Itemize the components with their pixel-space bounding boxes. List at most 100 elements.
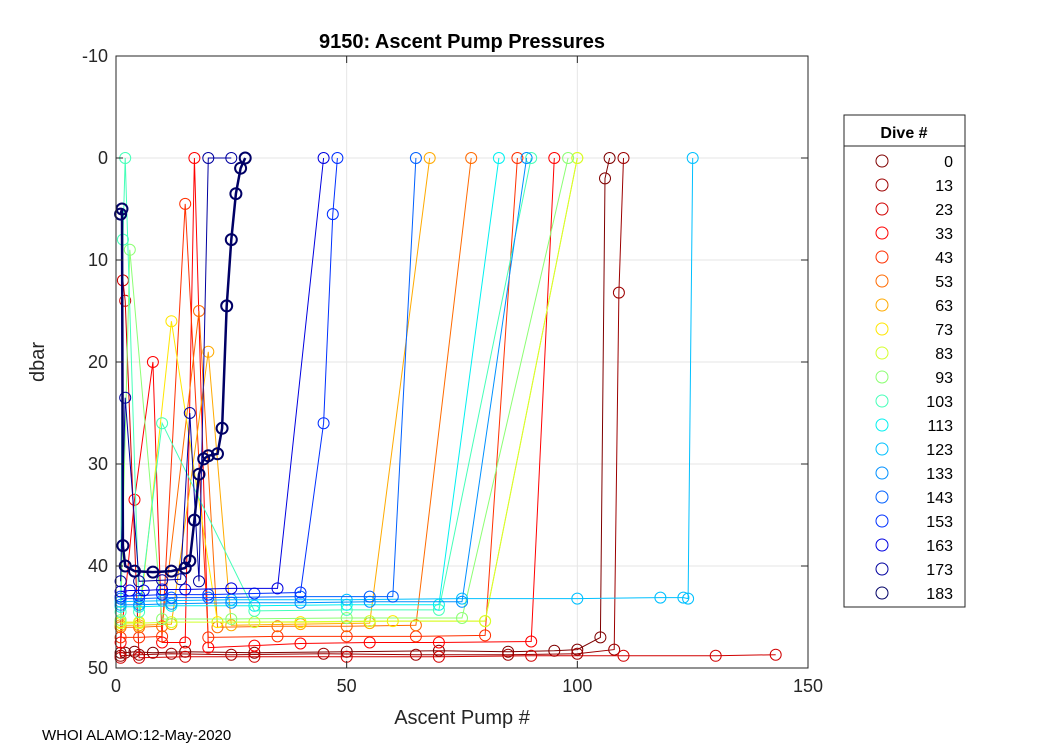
legend-marker — [875, 250, 889, 264]
y-axis-label: dbar — [27, 342, 49, 382]
series-143 — [114, 152, 422, 605]
data-point — [133, 575, 146, 588]
x-tick-label: 150 — [793, 676, 823, 696]
legend-item: 173 — [875, 562, 953, 579]
data-point — [525, 635, 538, 648]
data-point — [548, 152, 561, 164]
data-point — [234, 161, 248, 175]
data-point — [156, 417, 169, 430]
legend-marker — [875, 490, 889, 504]
data-point — [432, 644, 445, 657]
data-point — [331, 152, 344, 164]
data-point — [363, 636, 376, 649]
legend-item: 133 — [875, 466, 953, 483]
legend-item: 123 — [875, 442, 953, 459]
data-point — [340, 612, 353, 624]
legend-marker — [875, 538, 889, 552]
data-point — [156, 636, 169, 649]
data-point — [571, 647, 584, 660]
data-point — [215, 421, 229, 435]
legend-item: 33 — [875, 226, 953, 243]
legend-item: 23 — [875, 202, 953, 219]
data-point — [248, 639, 261, 652]
legend-marker — [875, 442, 889, 456]
data-point — [571, 643, 584, 656]
legend-label: 73 — [935, 322, 953, 339]
data-point — [520, 152, 533, 164]
data-point — [326, 208, 339, 221]
y-tick-label: 10 — [88, 250, 108, 270]
legend-marker — [875, 586, 889, 600]
data-point — [179, 197, 192, 210]
data-point — [465, 152, 478, 164]
data-point — [677, 591, 690, 604]
data-point — [682, 592, 695, 605]
data-point — [502, 648, 515, 661]
data-point — [571, 592, 584, 605]
data-point — [456, 595, 468, 608]
data-point — [456, 592, 468, 605]
series-line — [120, 280, 776, 659]
data-point — [271, 582, 284, 595]
data-point — [432, 650, 445, 663]
data-point — [165, 591, 178, 604]
data-point — [146, 356, 159, 368]
data-point — [165, 315, 178, 328]
legend-label: 93 — [935, 370, 953, 387]
series-line — [120, 157, 694, 603]
data-point — [769, 648, 782, 661]
data-point — [133, 631, 146, 644]
legend-label: 143 — [926, 490, 953, 507]
series-line — [120, 157, 500, 608]
legend-label: 43 — [935, 250, 953, 267]
legend-marker — [875, 274, 889, 288]
data-point — [201, 449, 215, 463]
data-point — [479, 615, 492, 628]
series-93 — [114, 152, 575, 627]
series-line — [120, 157, 555, 649]
data-point — [114, 585, 127, 598]
data-point — [114, 598, 127, 611]
data-point — [225, 613, 238, 625]
legend-item: 163 — [875, 538, 953, 555]
data-point — [165, 597, 178, 610]
data-point — [599, 172, 611, 185]
legend-label: 173 — [926, 562, 953, 579]
data-point — [608, 643, 621, 656]
data-point — [193, 575, 205, 588]
series-line — [120, 157, 569, 621]
data-point — [612, 286, 625, 299]
data-point — [202, 641, 215, 654]
y-tick-label: 50 — [88, 658, 108, 678]
legend-label: 103 — [926, 394, 953, 411]
data-point — [179, 636, 192, 649]
data-point — [179, 650, 192, 663]
legend-item: 93 — [875, 370, 953, 387]
data-point — [114, 614, 127, 627]
data-point — [340, 593, 353, 606]
legend-marker — [875, 394, 889, 408]
data-point — [114, 631, 127, 644]
data-point — [525, 152, 538, 164]
data-point — [128, 493, 141, 506]
data-point — [146, 646, 159, 659]
legend-label: 63 — [935, 298, 953, 315]
legend-item: 0 — [875, 154, 953, 171]
data-point — [183, 554, 197, 568]
legend-marker — [875, 418, 889, 432]
series-123 — [114, 152, 699, 608]
legend-marker — [875, 346, 889, 360]
data-point — [525, 649, 538, 662]
data-point — [502, 645, 515, 658]
data-point — [156, 613, 169, 625]
data-point — [156, 630, 169, 643]
series-13 — [114, 152, 630, 662]
data-point — [271, 620, 284, 633]
data-point — [220, 299, 234, 313]
series-line — [120, 157, 325, 592]
legend-item: 83 — [875, 346, 953, 363]
legend-label: 123 — [926, 442, 953, 459]
y-tick-label: 20 — [88, 352, 108, 372]
data-point — [123, 584, 136, 597]
legend-box — [843, 114, 966, 608]
